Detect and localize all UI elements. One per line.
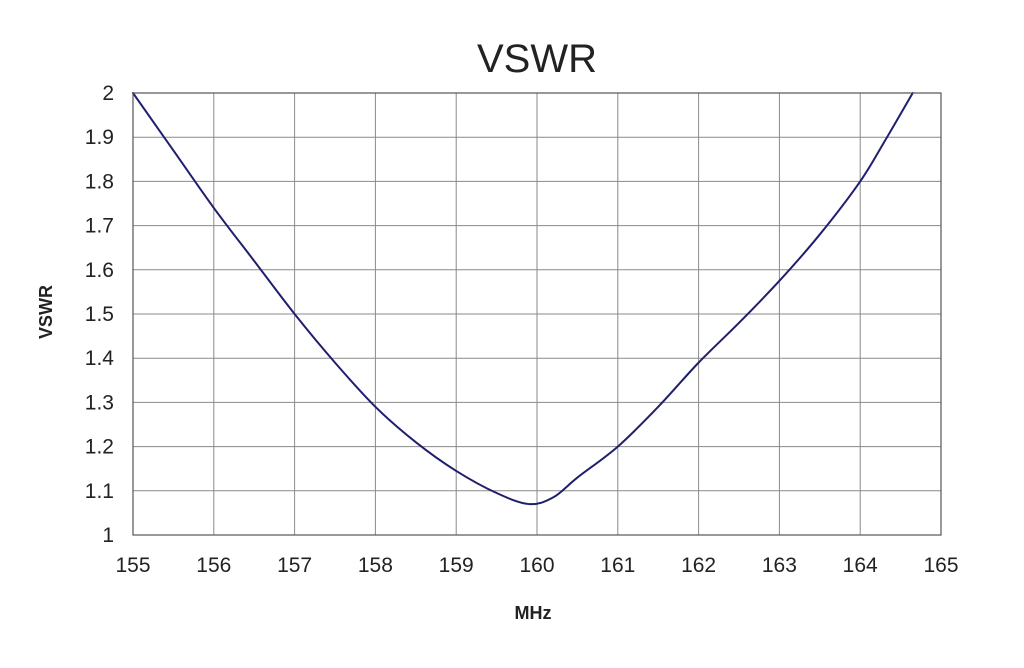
y-tick-label: 1.9 [85, 126, 114, 149]
y-tick-label: 1.6 [85, 259, 114, 282]
y-tick-label: 1.8 [85, 170, 114, 193]
x-tick-label: 157 [277, 554, 312, 577]
x-tick-label: 165 [923, 554, 958, 577]
y-tick-label: 1.5 [85, 303, 114, 326]
x-tick-label: 155 [115, 554, 150, 577]
chart-title: VSWR [477, 37, 597, 81]
y-tick-label: 1.4 [85, 347, 115, 370]
y-tick-label: 2 [102, 82, 114, 105]
y-axis-ticks: 1 1.1 1.2 1.3 1.4 1.5 1.6 1.7 1.8 1.9 2 [85, 82, 115, 547]
series-line [132, 92, 914, 506]
y-tick-label: 1.2 [85, 436, 114, 459]
x-tick-label: 164 [843, 554, 878, 577]
x-tick-label: 162 [681, 554, 716, 577]
x-tick-label: 159 [439, 554, 474, 577]
plot-frame [132, 92, 942, 536]
x-axis-ticks: 155 156 157 158 159 160 161 162 163 164 165 [115, 554, 958, 577]
y-tick-label: 1.7 [85, 215, 114, 238]
x-tick-label: 156 [196, 554, 231, 577]
y-tick-label: 1.1 [85, 480, 114, 503]
series-layer [132, 92, 914, 506]
x-tick-label: 158 [358, 554, 393, 577]
x-tick-label: 160 [519, 554, 554, 577]
x-axis-label: MHz [515, 603, 552, 623]
x-tick-label: 161 [600, 554, 635, 577]
y-tick-label: 1 [102, 524, 114, 547]
grid [132, 92, 942, 536]
y-tick-label: 1.3 [85, 391, 114, 414]
x-tick-label: 163 [762, 554, 797, 577]
y-axis-label: VSWR [36, 285, 56, 339]
